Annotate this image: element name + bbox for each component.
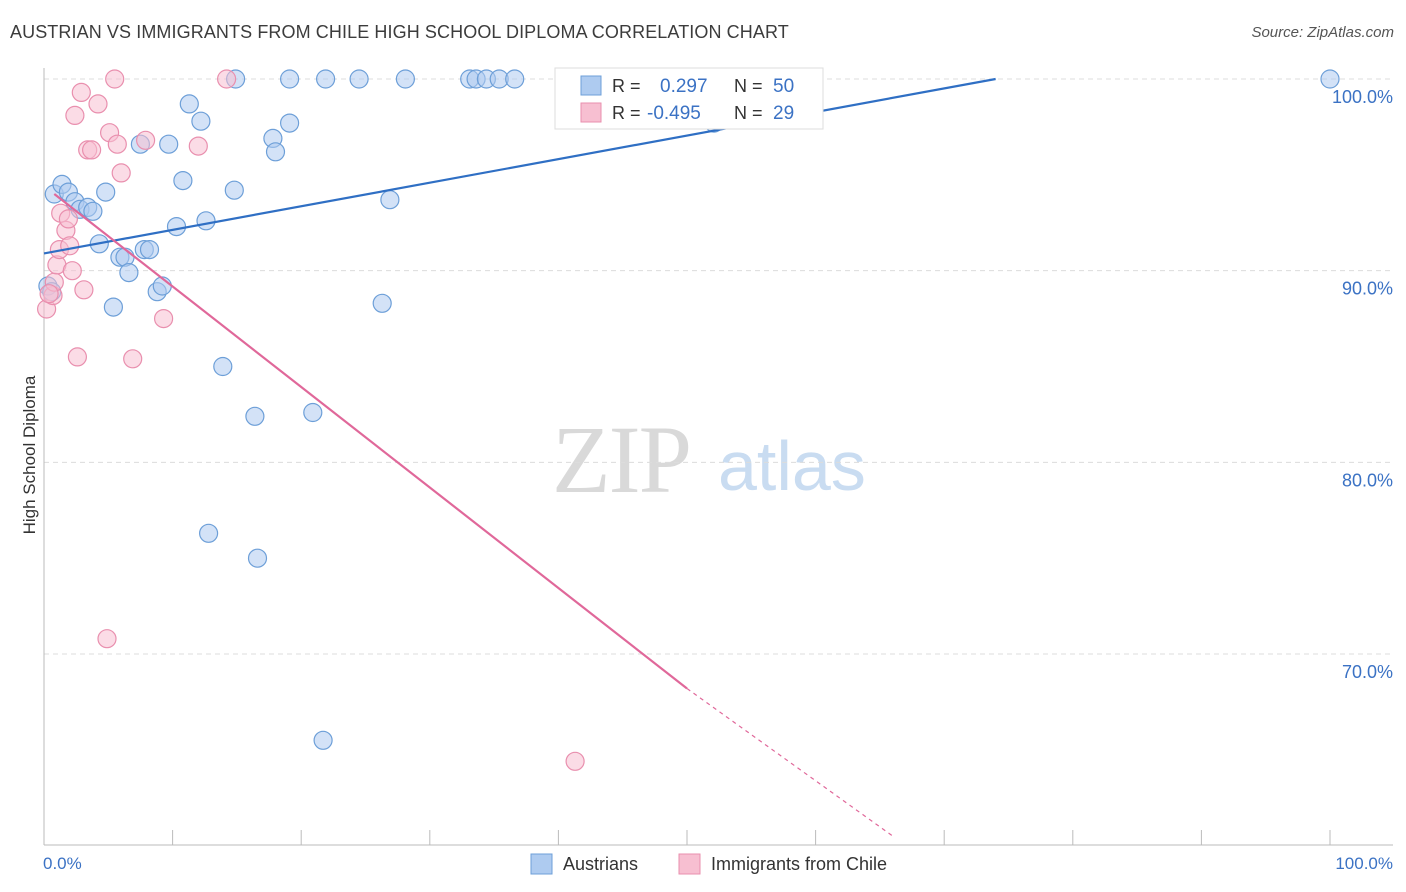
trend-lines [43, 77, 996, 837]
data-point [224, 180, 244, 200]
stats-n-label-pink: N = [734, 103, 763, 123]
data-point [265, 142, 286, 162]
stats-n-value-pink: 29 [773, 103, 794, 124]
gridlines [44, 78, 1393, 655]
data-point [199, 523, 219, 543]
data-point [58, 209, 79, 229]
legend-label-chile: Immigrants from Chile [711, 854, 887, 874]
stats-r-value-blue: 0.297 [660, 76, 708, 97]
data-point [372, 293, 392, 313]
source-label: Source: ZipAtlas.com [1251, 24, 1394, 41]
data-point [74, 280, 94, 300]
data-point [96, 182, 116, 202]
data-point [111, 163, 131, 183]
data-point [213, 356, 233, 377]
series-legend: Austrians Immigrants from Chile [530, 853, 887, 875]
data-point [316, 69, 336, 89]
data-point [71, 82, 91, 103]
stats-legend-swatch-pink [580, 102, 602, 123]
stats-r-label-blue: R = [612, 76, 641, 96]
data-point [65, 105, 85, 126]
watermark-atlas: atlas [718, 427, 866, 505]
data-point [39, 284, 59, 304]
data-point [349, 69, 369, 89]
data-point [173, 171, 193, 191]
data-point [196, 211, 216, 231]
legend-swatch-austrians [530, 853, 553, 875]
y-tick-label: 90.0% [1342, 279, 1393, 299]
x-ticks [172, 830, 1331, 845]
y-tick-labels: 100.0% 90.0% 80.0% 70.0% [1332, 87, 1393, 682]
data-point [505, 69, 525, 89]
watermark-zip: ZIP [552, 406, 690, 513]
data-point [60, 236, 80, 256]
data-point [136, 130, 156, 150]
axes [43, 68, 1393, 846]
data-point [166, 217, 187, 237]
chile-points [36, 69, 585, 771]
data-point [154, 309, 174, 329]
stats-legend-swatch-blue [580, 75, 602, 96]
data-point [380, 190, 400, 210]
data-point [88, 94, 108, 114]
data-point [67, 347, 88, 367]
trend-line-chile [53, 193, 688, 690]
trend-line-austrians [43, 77, 996, 255]
data-point [191, 111, 211, 131]
data-point [97, 629, 117, 649]
data-point [313, 730, 333, 750]
data-point [159, 134, 179, 154]
data-point [81, 140, 102, 160]
trend-line-chile-extrapolated [686, 688, 894, 837]
y-tick-label: 100.0% [1332, 87, 1393, 107]
data-point [103, 297, 124, 317]
data-point [188, 136, 208, 156]
stats-legend: R = 0.297 N = 50 R = -0.495 N = 29 [554, 67, 824, 130]
legend-label-austrians: Austrians [563, 854, 638, 874]
data-point [395, 69, 415, 89]
data-point [217, 69, 237, 89]
y-tick-label: 70.0% [1342, 662, 1393, 682]
data-point [280, 113, 300, 133]
data-point [62, 261, 82, 281]
stats-n-label-blue: N = [734, 76, 763, 96]
data-point [1320, 69, 1340, 89]
x-tick-label-min: 0.0% [43, 854, 82, 873]
stats-r-value-pink: -0.495 [647, 103, 701, 124]
legend-swatch-chile [678, 853, 701, 875]
y-tick-label: 80.0% [1342, 470, 1393, 490]
data-point [565, 751, 585, 771]
stats-n-value-blue: 50 [773, 76, 794, 97]
data-point [107, 134, 127, 154]
data-point [303, 402, 323, 423]
data-point [280, 69, 300, 89]
data-point [139, 240, 160, 260]
data-point [119, 263, 139, 283]
data-point [247, 548, 268, 568]
chart-title: AUSTRIAN VS IMMIGRANTS FROM CHILE HIGH S… [10, 22, 789, 42]
data-point [105, 69, 125, 89]
data-point [83, 201, 103, 221]
data-point [179, 94, 199, 114]
x-tick-label-max: 100.0% [1335, 854, 1393, 873]
stats-r-label-pink: R = [612, 103, 641, 123]
data-point [123, 349, 143, 369]
data-point [245, 406, 265, 426]
